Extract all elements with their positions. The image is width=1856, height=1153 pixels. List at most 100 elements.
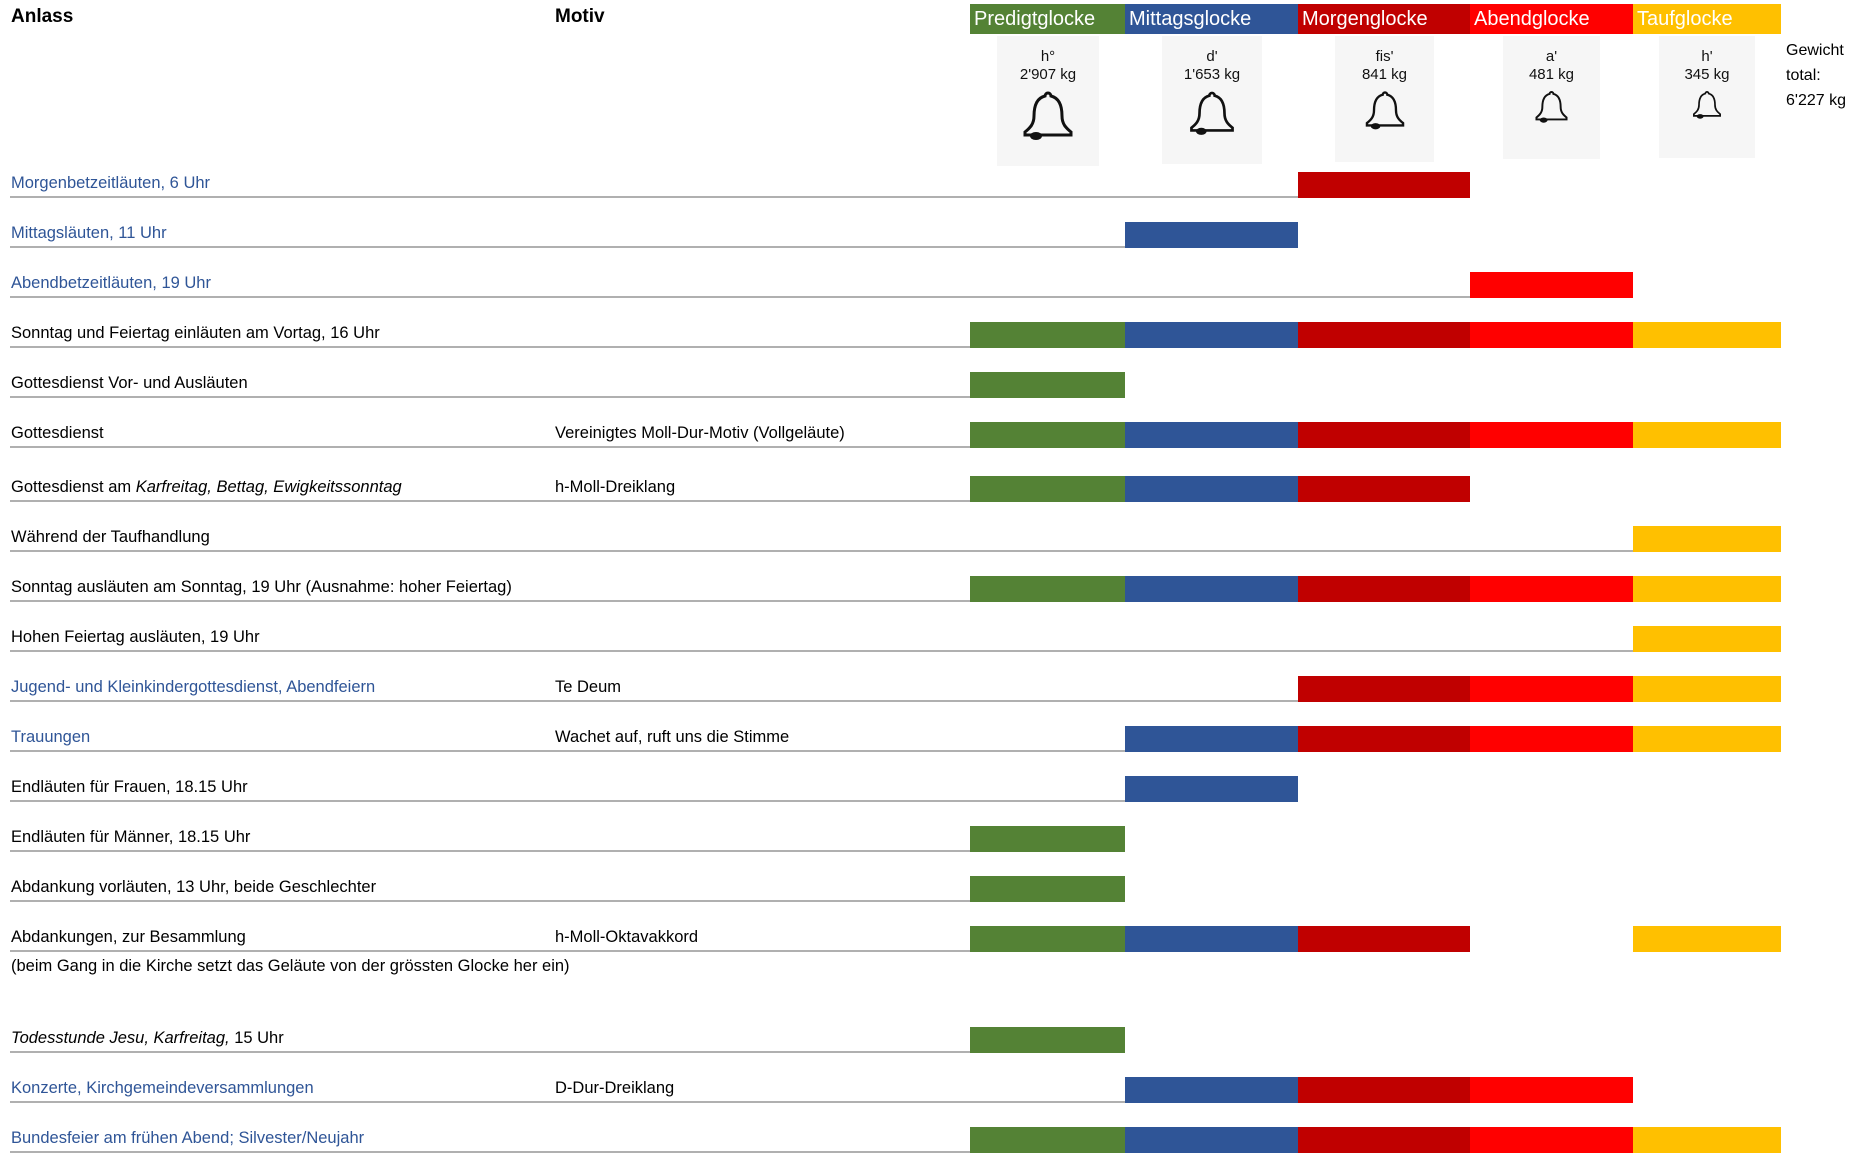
- bell-bar-abendglocke: [1470, 1127, 1633, 1153]
- bell-icon: [1535, 90, 1568, 123]
- table-row: Bundesfeier am frühen Abend; Silvester/N…: [0, 1125, 1856, 1153]
- bell-bar-morgenglocke: [1298, 322, 1470, 348]
- bell-bar-mittagsglocke: [1125, 776, 1298, 802]
- bell-icon: [1365, 91, 1404, 130]
- row-divider: [10, 750, 1125, 752]
- bell-bar-mittagsglocke: [1125, 422, 1298, 448]
- bell-bar-morgenglocke: [1298, 1127, 1470, 1153]
- bell-note: h°: [1040, 48, 1056, 65]
- table-row: Sonntag und Feiertag einläuten am Vortag…: [0, 320, 1856, 348]
- row-anlass: Abendbetzeitläuten, 19 Uhr: [11, 274, 211, 292]
- bell-card-abendglocke: a' 481 kg: [1503, 36, 1600, 159]
- bell-bar-predigtglocke: [970, 422, 1125, 448]
- bell-header-mittagsglocke: Mittagsglocke: [1125, 4, 1298, 34]
- row-divider: [10, 446, 970, 448]
- row-divider: [10, 296, 1470, 298]
- bell-bar-predigtglocke: [970, 826, 1125, 852]
- bell-weight: 1'653 kg: [1183, 66, 1241, 83]
- total-label-line2: total:: [1786, 67, 1821, 84]
- bell-card-predigtglocke: h° 2'907 kg: [997, 36, 1099, 166]
- table-row: Sonntag ausläuten am Sonntag, 19 Uhr (Au…: [0, 574, 1856, 602]
- row-divider: [10, 500, 970, 502]
- row-anlass: Konzerte, Kirchgemeindeversammlungen: [11, 1079, 314, 1097]
- row-motiv: h-Moll-Dreiklang: [555, 478, 676, 496]
- bell-weight: 841 kg: [1361, 66, 1408, 83]
- bell-header-morgenglocke: Morgenglocke: [1298, 4, 1470, 34]
- row-divider: [10, 600, 970, 602]
- row-divider: [10, 246, 1125, 248]
- row-anlass: Hohen Feiertag ausläuten, 19 Uhr: [11, 628, 260, 646]
- row-anlass: Während der Taufhandlung: [11, 528, 210, 546]
- row-divider: [10, 850, 970, 852]
- row-anlass: Abdankungen, zur Besammlung: [11, 928, 246, 946]
- bell-bar-taufglocke: [1633, 322, 1781, 348]
- bell-header-taufglocke: Taufglocke: [1633, 4, 1781, 34]
- row-motiv: h-Moll-Oktavakkord: [555, 928, 699, 946]
- row-motiv: D-Dur-Dreiklang: [555, 1079, 675, 1097]
- table-row: Abdankung vorläuten, 13 Uhr, beide Gesch…: [0, 874, 1856, 902]
- bell-icon: [1190, 91, 1234, 135]
- bell-header-predigtglocke: Predigtglocke: [970, 4, 1125, 34]
- bell-bar-taufglocke: [1633, 1127, 1781, 1153]
- total-label-line1: Gewicht: [1786, 42, 1844, 59]
- column-header-motiv: Motiv: [555, 6, 605, 27]
- bell-bar-mittagsglocke: [1125, 222, 1298, 248]
- table-row: Todesstunde Jesu, Karfreitag, 15 Uhr: [0, 1025, 1856, 1053]
- row-anlass-italic: Todesstunde Jesu, Karfreitag,: [11, 1029, 230, 1047]
- row-anlass: Gottesdienst Vor- und Ausläuten: [11, 374, 248, 392]
- bell-bar-abendglocke: [1470, 322, 1633, 348]
- row-anlass: Mittagsläuten, 11 Uhr: [11, 224, 167, 242]
- bell-bar-mittagsglocke: [1125, 476, 1298, 502]
- table-row: Endläuten für Frauen, 18.15 Uhr: [0, 774, 1856, 802]
- bell-bar-taufglocke: [1633, 526, 1781, 552]
- table-row: Jugend- und Kleinkindergottesdienst, Abe…: [0, 674, 1856, 702]
- bell-bar-predigtglocke: [970, 1027, 1125, 1053]
- row-anlass: Endläuten für Frauen, 18.15 Uhr: [11, 778, 248, 796]
- table-row: Mittagsläuten, 11 Uhr: [0, 220, 1856, 248]
- bell-bar-morgenglocke: [1298, 676, 1470, 702]
- bell-bar-morgenglocke: [1298, 476, 1470, 502]
- table-row: Abendbetzeitläuten, 19 Uhr: [0, 270, 1856, 298]
- bell-bar-morgenglocke: [1298, 422, 1470, 448]
- bell-bar-mittagsglocke: [1125, 926, 1298, 952]
- row-divider: [10, 396, 970, 398]
- row-anlass: Gottesdienst am Karfreitag, Bettag, Ewig…: [11, 478, 402, 496]
- bell-bar-predigtglocke: [970, 372, 1125, 398]
- row-anlass: Endläuten für Männer, 18.15 Uhr: [11, 828, 251, 846]
- bell-bar-taufglocke: [1633, 726, 1781, 752]
- bell-bar-taufglocke: [1633, 926, 1781, 952]
- bell-bar-predigtglocke: [970, 876, 1125, 902]
- bell-bar-mittagsglocke: [1125, 1127, 1298, 1153]
- row-anlass: Trauungen: [11, 728, 91, 746]
- bell-note: a': [1545, 48, 1558, 65]
- bell-bar-morgenglocke: [1298, 1077, 1470, 1103]
- bell-weight: 481 kg: [1528, 66, 1575, 83]
- bell-bar-taufglocke: [1633, 422, 1781, 448]
- bell-bar-abendglocke: [1470, 676, 1633, 702]
- bell-bar-predigtglocke: [970, 322, 1125, 348]
- row-divider: [10, 1051, 970, 1053]
- row-note: (beim Gang in die Kirche setzt das Geläu…: [11, 957, 570, 975]
- row-anlass: Sonntag und Feiertag einläuten am Vortag…: [11, 324, 380, 342]
- bell-bar-morgenglocke: [1298, 576, 1470, 602]
- row-divider: [10, 550, 1633, 552]
- table-row: Abdankungen, zur Besammlung h-Moll-Oktava…: [0, 924, 1856, 975]
- row-divider: [10, 950, 970, 952]
- total-value: 6'227 kg: [1786, 92, 1846, 109]
- row-anlass: Todesstunde Jesu, Karfreitag, 15 Uhr: [11, 1029, 284, 1047]
- bell-bar-morgenglocke: [1298, 926, 1470, 952]
- bell-bar-predigtglocke: [970, 576, 1125, 602]
- bell-bar-taufglocke: [1633, 626, 1781, 652]
- bell-bar-mittagsglocke: [1125, 726, 1298, 752]
- bell-icon: [1023, 91, 1073, 140]
- table-row: Konzerte, Kirchgemeindeversammlungen D-Du…: [0, 1075, 1856, 1103]
- row-motiv: Te Deum: [555, 678, 622, 696]
- bell-bar-abendglocke: [1470, 422, 1633, 448]
- row-divider: [10, 1101, 1125, 1103]
- row-anlass: Morgenbetzeitläuten, 6 Uhr: [11, 174, 211, 192]
- row-divider: [10, 900, 970, 902]
- bell-header-abendglocke: Abendglocke: [1470, 4, 1633, 34]
- bell-card-morgenglocke: fis' 841 kg: [1335, 36, 1434, 162]
- bell-weight: 2'907 kg: [1019, 66, 1077, 83]
- row-motiv: Vereinigtes Moll-Dur-Motiv (Vollgeläute): [555, 424, 845, 442]
